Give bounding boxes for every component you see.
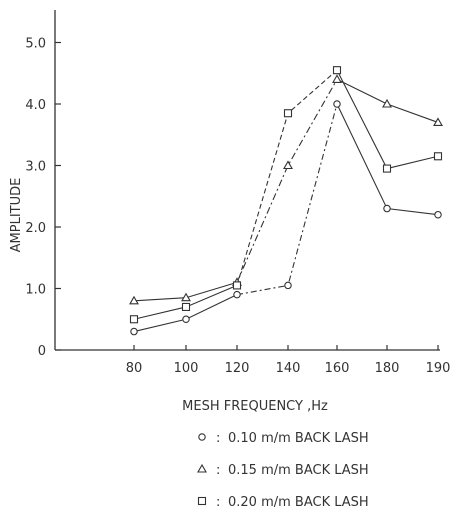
x-tick-label: 180 <box>375 361 400 376</box>
series-circle <box>130 100 442 336</box>
data-point-circle <box>434 210 442 219</box>
series-line-segment <box>236 69 338 286</box>
legend-label: 0.10 m/m BACK LASH <box>228 431 369 446</box>
data-point-square <box>232 281 242 290</box>
x-tick-label: 80 <box>126 361 143 376</box>
legend-item: :0.10 m/m BACK LASH <box>198 431 369 446</box>
data-point-triangle <box>382 98 392 108</box>
legend-symbol-square <box>197 496 207 506</box>
x-axis-label: MESH FREQUENCY ,Hz <box>182 399 328 414</box>
data-point-square <box>181 302 191 312</box>
series-square <box>129 66 443 324</box>
data-point-circle <box>233 290 241 299</box>
data-point-square <box>433 152 443 161</box>
data-point-triangle <box>332 74 342 83</box>
x-tick-label: 120 <box>225 361 250 376</box>
data-point-triangle <box>129 295 139 305</box>
x-tick-label: 140 <box>276 361 301 376</box>
legend: :0.10 m/m BACK LASH: 0.15 m/m BACK LASH: 0… <box>197 431 369 510</box>
legend-label: 0.15 m/m BACK LASH <box>228 463 369 478</box>
data-point-circle <box>182 315 190 323</box>
legend-colon: : <box>216 463 220 478</box>
series-triangle <box>129 74 443 305</box>
y-tick-label: 1.0 <box>25 283 46 298</box>
data-point-triangle <box>283 160 293 170</box>
y-tick-label: 2.0 <box>25 221 46 236</box>
axes <box>54 10 440 351</box>
data-point-circle <box>284 281 292 290</box>
data-point-square <box>129 315 139 324</box>
y-axis-label: AMPLITUDE <box>9 178 24 253</box>
y-ticks: 0 1.0 2.0 3.0 4.0 5.0 <box>25 37 61 359</box>
legend-colon: : <box>216 495 220 510</box>
series-line-segment <box>236 103 338 296</box>
data-point-square <box>283 109 293 118</box>
y-tick-label: 0 <box>38 344 46 359</box>
data-point-circle <box>383 204 391 213</box>
legend-symbol-circle <box>198 433 206 441</box>
data-point-circle <box>130 327 138 336</box>
y-tick-label: 4.0 <box>25 98 46 113</box>
y-tick-label: 3.0 <box>25 160 46 175</box>
legend-label: 0.20 m/m BACK LASH <box>228 495 369 510</box>
series-line-segment <box>336 69 439 170</box>
data-point-triangle <box>181 292 191 302</box>
series-line-segment <box>336 103 439 216</box>
data-point-circle <box>333 100 341 108</box>
series-layer <box>129 66 443 336</box>
x-tick-label: 160 <box>325 361 350 376</box>
data-point-square <box>382 164 392 173</box>
data-point-triangle <box>433 117 443 126</box>
x-ticks: 80 100 120 140 160 180 190 <box>126 345 451 376</box>
x-tick-label: 100 <box>174 361 199 376</box>
x-tick-label: 190 <box>426 361 451 376</box>
legend-symbol-triangle <box>197 463 207 473</box>
legend-item: :0.20 m/m BACK LASH <box>197 495 369 510</box>
y-tick-label: 5.0 <box>25 37 46 52</box>
legend-colon: : <box>216 431 220 446</box>
data-point-square <box>332 66 342 75</box>
legend-item: :0.15 m/m BACK LASH <box>197 463 369 478</box>
